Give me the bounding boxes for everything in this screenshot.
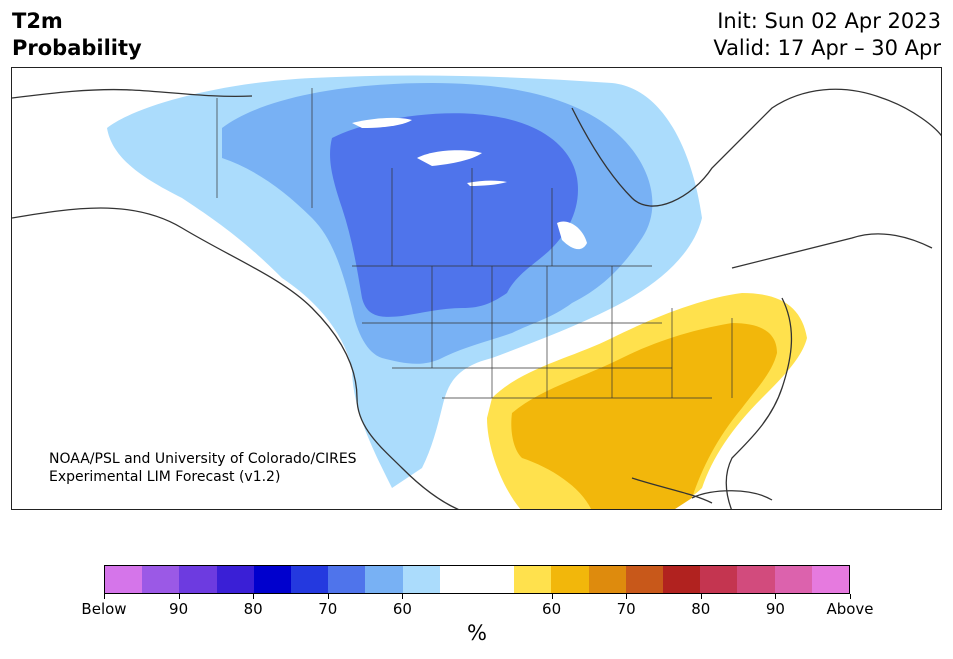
colorbar-tick-label: 90 [765, 600, 785, 618]
colorbar-segment [663, 566, 701, 593]
map-svg [12, 75, 941, 509]
colorbar-segment [216, 566, 254, 593]
valid-period: Valid: 17 Apr – 30 Apr [713, 36, 941, 60]
colorbar-tick [178, 594, 180, 599]
colorbar-tick-label: 60 [392, 600, 412, 618]
forecast-credit: NOAA/PSL and University of Colorado/CIRE… [49, 450, 357, 486]
lake-shape-1 [352, 117, 412, 128]
colorbar-segment [253, 566, 292, 593]
colorbar-tick-label: Below [81, 600, 127, 618]
colorbar-tick [775, 594, 777, 599]
colorbar-tick [104, 594, 105, 599]
colorbar-tick [850, 594, 851, 599]
credit-line-2: Experimental LIM Forecast (v1.2) [49, 469, 281, 485]
colorbar-segment [179, 566, 217, 593]
colorbar-segment [105, 566, 143, 593]
colorbar-segment [588, 566, 626, 593]
probability-map [11, 67, 942, 510]
colorbar-segment [402, 566, 440, 593]
colorbar-unit-label: % [467, 621, 487, 645]
colorbar-segment [477, 566, 515, 593]
colorbar-tick [626, 594, 628, 599]
colorbar-segment [700, 566, 738, 593]
colorbar-segment [291, 566, 329, 593]
colorbar-tick [551, 594, 553, 599]
colorbar-tick [700, 594, 702, 599]
colorbar-segment [142, 566, 180, 593]
init-date: Init: Sun 02 Apr 2023 [717, 9, 941, 33]
title-variable: T2m [12, 9, 63, 33]
colorbar-tick-label: Above [826, 600, 874, 618]
colorbar-tick [402, 594, 404, 599]
colorbar-tick [327, 594, 329, 599]
colorbar-segment [328, 566, 366, 593]
title-type: Probability [12, 36, 142, 60]
colorbar-tick-label: 80 [691, 600, 711, 618]
lake-shape-2 [417, 150, 482, 166]
map-title: T2m Probability [12, 8, 142, 62]
colorbar-ticks: Below 90 80 70 60 60 70 80 90 Above [81, 594, 874, 618]
lake-shape-4 [557, 221, 587, 250]
forecast-dates: Init: Sun 02 Apr 2023 Valid: 17 Apr – 30… [713, 8, 941, 62]
colorbar-tick-label: 80 [243, 600, 263, 618]
colorbar-segment [439, 566, 478, 593]
colorbar-segment [551, 566, 589, 593]
prob-region-orange [511, 323, 777, 509]
lake-shape-3 [467, 180, 507, 186]
colorbar-segment [625, 566, 664, 593]
coastlines [12, 88, 941, 509]
colorbar-segment [774, 566, 812, 593]
colorbar-tick-label: 70 [318, 600, 338, 618]
state-borders [216, 88, 733, 399]
colorbar-tick-label: 70 [616, 600, 636, 618]
colorbar-tick-label: 90 [169, 600, 189, 618]
colorbar-segment [811, 566, 850, 593]
colorbar-segment [737, 566, 775, 593]
colorbar-tick [253, 594, 255, 599]
probability-colorbar [104, 565, 850, 594]
colorbar-segment [365, 566, 403, 593]
colorbar-segment [514, 566, 552, 593]
credit-line-1: NOAA/PSL and University of Colorado/CIRE… [49, 451, 357, 467]
colorbar-tick-label: 60 [542, 600, 562, 618]
